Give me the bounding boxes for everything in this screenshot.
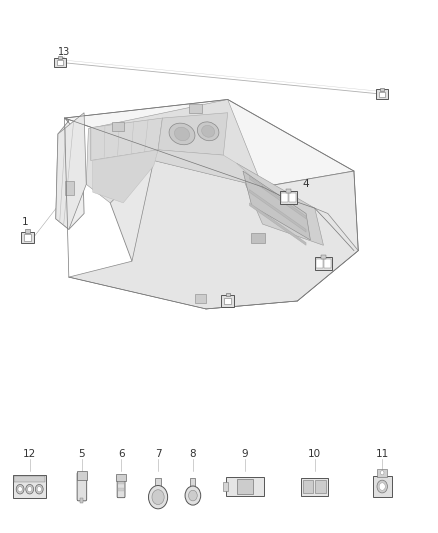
FancyBboxPatch shape: [116, 474, 126, 481]
FancyBboxPatch shape: [118, 488, 124, 491]
Text: 10: 10: [308, 449, 321, 459]
FancyBboxPatch shape: [221, 295, 234, 307]
Text: 5: 5: [78, 449, 85, 459]
Ellipse shape: [198, 122, 219, 141]
FancyBboxPatch shape: [112, 122, 124, 131]
Polygon shape: [237, 163, 323, 245]
Text: 7: 7: [155, 449, 161, 459]
FancyBboxPatch shape: [303, 480, 314, 494]
FancyBboxPatch shape: [65, 181, 74, 196]
Circle shape: [379, 483, 385, 490]
Circle shape: [185, 486, 201, 505]
FancyBboxPatch shape: [57, 60, 64, 65]
FancyBboxPatch shape: [13, 475, 46, 498]
FancyBboxPatch shape: [224, 298, 231, 304]
Polygon shape: [91, 118, 162, 160]
FancyBboxPatch shape: [21, 231, 34, 243]
Polygon shape: [69, 160, 358, 309]
FancyBboxPatch shape: [223, 482, 228, 491]
FancyBboxPatch shape: [251, 232, 265, 243]
Circle shape: [381, 471, 384, 475]
Text: 2: 2: [239, 281, 245, 291]
Text: 4: 4: [303, 179, 309, 189]
FancyBboxPatch shape: [315, 480, 325, 494]
FancyBboxPatch shape: [373, 476, 392, 497]
Circle shape: [35, 484, 43, 494]
FancyBboxPatch shape: [155, 478, 161, 490]
Circle shape: [152, 490, 164, 505]
FancyBboxPatch shape: [118, 481, 124, 484]
FancyBboxPatch shape: [14, 476, 45, 482]
Text: 12: 12: [23, 449, 36, 459]
FancyBboxPatch shape: [226, 293, 230, 296]
Polygon shape: [158, 113, 228, 155]
FancyBboxPatch shape: [117, 475, 125, 498]
FancyBboxPatch shape: [195, 294, 206, 303]
Circle shape: [37, 487, 42, 492]
FancyBboxPatch shape: [282, 193, 288, 202]
Circle shape: [16, 484, 24, 494]
FancyBboxPatch shape: [379, 92, 385, 97]
FancyBboxPatch shape: [24, 234, 31, 240]
FancyBboxPatch shape: [81, 498, 83, 503]
FancyBboxPatch shape: [301, 478, 328, 496]
FancyBboxPatch shape: [321, 255, 326, 259]
FancyBboxPatch shape: [286, 189, 291, 192]
FancyBboxPatch shape: [280, 191, 297, 204]
Circle shape: [26, 484, 34, 494]
Circle shape: [18, 487, 22, 492]
FancyBboxPatch shape: [54, 58, 66, 67]
FancyBboxPatch shape: [378, 469, 387, 477]
Text: 3: 3: [338, 253, 344, 263]
FancyBboxPatch shape: [25, 229, 29, 233]
FancyBboxPatch shape: [189, 104, 202, 114]
Circle shape: [377, 480, 388, 493]
Polygon shape: [110, 160, 358, 309]
FancyBboxPatch shape: [190, 478, 195, 488]
Polygon shape: [56, 113, 86, 229]
FancyBboxPatch shape: [316, 260, 323, 268]
FancyBboxPatch shape: [376, 90, 388, 99]
FancyBboxPatch shape: [289, 193, 296, 202]
Ellipse shape: [201, 125, 215, 137]
Text: 8: 8: [190, 449, 196, 459]
Text: 1: 1: [22, 217, 28, 227]
FancyBboxPatch shape: [380, 87, 384, 91]
Circle shape: [188, 490, 197, 501]
FancyBboxPatch shape: [77, 472, 87, 501]
Text: 13: 13: [58, 47, 71, 56]
Polygon shape: [154, 150, 262, 187]
Polygon shape: [64, 100, 354, 187]
Polygon shape: [250, 203, 306, 245]
Ellipse shape: [169, 123, 195, 145]
Polygon shape: [56, 118, 84, 229]
FancyBboxPatch shape: [324, 260, 331, 268]
Circle shape: [148, 486, 168, 509]
FancyBboxPatch shape: [237, 479, 253, 494]
Text: 9: 9: [242, 449, 248, 459]
Text: 6: 6: [118, 449, 124, 459]
Polygon shape: [243, 171, 311, 240]
Text: 11: 11: [375, 449, 389, 459]
FancyBboxPatch shape: [58, 56, 62, 59]
Polygon shape: [250, 176, 306, 219]
FancyBboxPatch shape: [77, 471, 87, 480]
FancyBboxPatch shape: [315, 257, 332, 270]
Polygon shape: [250, 190, 306, 232]
FancyBboxPatch shape: [226, 477, 264, 496]
Polygon shape: [93, 150, 158, 203]
Circle shape: [28, 487, 32, 492]
Ellipse shape: [174, 127, 190, 141]
Polygon shape: [86, 100, 262, 203]
